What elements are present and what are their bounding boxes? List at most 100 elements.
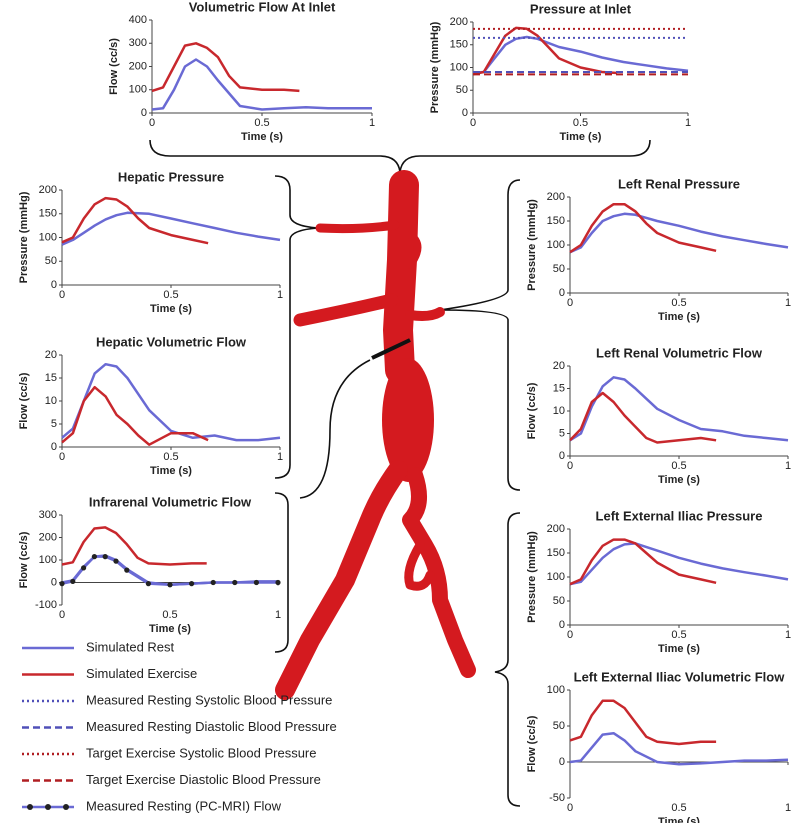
chart-title: Hepatic Pressure: [118, 169, 224, 184]
y-tick-label: 50: [553, 263, 565, 275]
hepatic-branch: [315, 220, 400, 234]
series-line: [569, 202, 717, 254]
y-tick-label: 100: [547, 684, 565, 696]
left-renal-branch-r: [293, 293, 399, 327]
x-tick-label: 0: [567, 460, 573, 472]
data-point: [253, 579, 259, 586]
data-point: [81, 565, 87, 571]
chart-title: Infrarenal Volumetric Flow: [89, 494, 252, 509]
y-tick-label: 200: [547, 191, 565, 203]
series-line: [61, 196, 209, 245]
x-tick-label: 0: [470, 117, 476, 129]
series-line: [61, 385, 209, 446]
x-axis-label: Time (s): [658, 643, 700, 655]
y-tick-label: 200: [450, 16, 468, 28]
y-tick-label: 300: [129, 37, 147, 49]
y-tick-label: 50: [456, 84, 468, 96]
legend-label: Measured Resting Diastolic Blood Pressur…: [86, 719, 337, 734]
infrarenal-bracket: [274, 492, 289, 653]
y-tick-label: 15: [45, 372, 57, 384]
y-tick-label: 200: [129, 60, 147, 72]
chart-title: Left Renal Volumetric Flow: [596, 345, 763, 360]
x-tick-label: 1: [785, 802, 791, 814]
y-tick-label: 0: [51, 576, 57, 588]
aorta-trunk: [383, 170, 419, 385]
top-bracket: [149, 139, 651, 173]
series-line: [472, 35, 689, 75]
x-axis-label: Time (s): [658, 311, 700, 323]
legend-marker: [45, 804, 51, 810]
right-iliac: [275, 460, 408, 700]
y-tick-label: 5: [51, 418, 57, 430]
chart: Left Renal Pressure 0 50 100 150 200 0 0.5 1 Time…: [526, 176, 791, 322]
data-point: [59, 581, 65, 587]
data-point: [102, 554, 108, 560]
data-point: [145, 581, 151, 587]
y-tick-label: 20: [553, 360, 565, 372]
y-tick-label: 0: [462, 107, 468, 119]
y-tick-label: 10: [45, 395, 57, 407]
x-tick-label: 0: [567, 802, 573, 814]
x-tick-label: 0.5: [163, 289, 178, 301]
y-tick-label: 100: [547, 239, 565, 251]
renal-bracket: [439, 179, 521, 491]
legend-label: Measured Resting Systolic Blood Pressure: [86, 692, 332, 707]
x-axis-label: Time (s): [149, 623, 191, 635]
x-tick-label: 1: [685, 117, 691, 129]
chart-title: Pressure at Inlet: [530, 1, 632, 16]
chart-title: Left Renal Pressure: [618, 176, 740, 191]
x-tick-label: 0.5: [254, 117, 269, 129]
x-tick-label: 0.5: [162, 609, 177, 621]
hepatic-bracket: [274, 175, 319, 479]
x-tick-label: 1: [275, 609, 281, 621]
y-tick-label: 150: [547, 215, 565, 227]
y-tick-label: 150: [39, 208, 57, 220]
x-tick-label: 1: [785, 629, 791, 641]
data-point: [189, 581, 195, 587]
series-line: [472, 26, 618, 76]
y-tick-label: 100: [39, 231, 57, 243]
x-tick-label: 0: [567, 629, 573, 641]
data-point: [275, 579, 281, 586]
chart: Left External Iliac Volumetric Flow -500 5…: [526, 669, 791, 823]
series-line: [61, 554, 278, 587]
series-line: [61, 211, 281, 246]
chart-title: Left External Iliac Volumetric Flow: [574, 669, 786, 684]
y-tick-label: 0: [51, 279, 57, 291]
x-tick-label: 0: [149, 117, 155, 129]
y-axis-label: Flow (cc/s): [18, 372, 30, 429]
y-tick-label: 100: [450, 61, 468, 73]
y-tick-label: 5: [559, 427, 565, 439]
y-tick-label: 150: [450, 39, 468, 51]
series-line: [151, 58, 372, 111]
chart-title: Left External Iliac Pressure: [596, 508, 763, 523]
x-tick-label: 0: [59, 609, 65, 621]
legend-label: Target Exercise Diastolic Blood Pressure: [86, 772, 321, 787]
data-point: [232, 579, 238, 586]
series-line: [569, 376, 789, 442]
marker-band: [371, 338, 411, 360]
x-tick-label: 0.5: [671, 460, 686, 472]
chart-title: Hepatic Volumetric Flow: [96, 334, 247, 349]
data-point: [124, 567, 130, 573]
y-tick-label: -100: [35, 599, 57, 611]
x-axis-label: Time (s): [658, 474, 700, 486]
y-tick-label: 20: [45, 349, 57, 361]
data-point: [210, 579, 216, 586]
series-line: [61, 526, 207, 566]
renal-branch: [405, 307, 445, 321]
legend-label: Target Exercise Systolic Blood Pressure: [86, 745, 316, 760]
series-line: [151, 42, 300, 93]
y-tick-label: 50: [553, 720, 565, 732]
x-tick-label: 0: [59, 289, 65, 301]
x-tick-label: 1: [369, 117, 375, 129]
x-tick-label: 0.5: [671, 629, 686, 641]
x-tick-label: 0.5: [671, 297, 686, 309]
y-tick-label: 100: [547, 571, 565, 583]
series-line: [569, 699, 717, 746]
series-line: [569, 542, 789, 586]
x-axis-label: Time (s): [241, 131, 283, 143]
y-tick-label: -50: [549, 792, 565, 804]
chart: Pressure at Inlet 0 50 100 150 200 0 0.5 1 Time (…: [429, 1, 691, 142]
chart: Hepatic Pressure 0 50 100 150 200 0 0.5 1 Time (s…: [18, 169, 283, 314]
